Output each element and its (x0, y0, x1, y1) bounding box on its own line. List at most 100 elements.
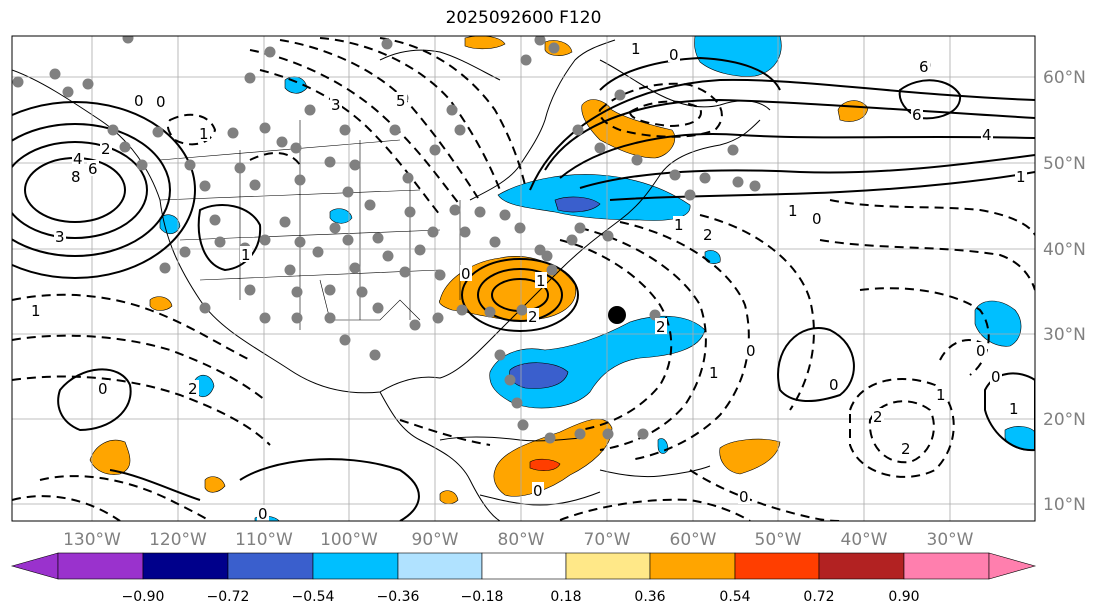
contour-label: 0 (532, 482, 544, 500)
contour-label: 0 (668, 46, 680, 64)
shade-orange-pacific (89, 439, 131, 475)
contour-label: 6 (87, 160, 99, 178)
contour-label: 1 (1015, 168, 1027, 186)
svg-text:0: 0 (991, 368, 1001, 386)
svg-text:6: 6 (912, 106, 922, 124)
dashed-contours (12, 37, 1035, 521)
contour-label: 1 (240, 246, 252, 264)
colorbar-segment (142, 552, 229, 580)
svg-text:0: 0 (461, 265, 471, 283)
contour-label: 2 (702, 226, 714, 244)
contour-label: 2 (900, 440, 912, 458)
colorbar (10, 552, 1037, 580)
svg-text:0: 0 (669, 46, 679, 64)
contour-label: 4 (981, 126, 993, 144)
contour-label: 1 (708, 364, 720, 382)
shade-blue-east-atlantic (974, 300, 1022, 347)
svg-text:6: 6 (919, 58, 929, 76)
station-dots (12, 36, 931, 444)
colorbar-segment (312, 552, 399, 580)
shade-orange-small-2 (204, 476, 226, 493)
svg-text:1: 1 (709, 364, 719, 382)
longitude-label: 50°W (755, 530, 802, 550)
shade-blue-small-1 (159, 214, 181, 235)
shade-orange-small-1 (149, 296, 173, 311)
contour-labels: 0 0 2 4 8 6 3 1 1 0 1 2 6 6 4 0 5 3 1 1 … (30, 40, 1027, 523)
svg-text:0: 0 (976, 342, 986, 360)
contour-label: 1 (787, 202, 799, 220)
svg-text:6: 6 (88, 160, 98, 178)
latitude-label: 50°N (1043, 154, 1086, 174)
colorbar-segment (397, 552, 483, 580)
colorbar-segment (565, 552, 651, 580)
svg-text:1: 1 (31, 302, 41, 320)
colorbar-segment (481, 552, 567, 580)
contour-label: 0 (133, 92, 145, 110)
contour-label: 1 (935, 386, 947, 404)
svg-text:4: 4 (982, 126, 992, 144)
contour-label: 5 (395, 92, 407, 110)
contour-label: 1 (30, 302, 42, 320)
colorbar-tick-label: −0.36 (377, 589, 420, 605)
svg-text:0: 0 (156, 93, 166, 111)
latitude-label: 40°N (1043, 240, 1086, 260)
svg-text:8: 8 (71, 168, 81, 186)
svg-text:0: 0 (134, 92, 144, 110)
svg-text:0: 0 (812, 210, 822, 228)
svg-text:3: 3 (55, 228, 65, 246)
contour-label: 6 (911, 106, 923, 124)
svg-text:1: 1 (788, 202, 798, 220)
latitude-label: 10°N (1043, 495, 1086, 515)
colorbar-tick-label: −0.54 (292, 589, 335, 605)
svg-text:1: 1 (1016, 168, 1026, 186)
colorbar-arrow-low (10, 552, 59, 580)
contour-label: 2 (100, 140, 112, 158)
svg-text:0: 0 (258, 505, 268, 523)
shade-red-caribbean (529, 458, 561, 471)
colorbar-segment (227, 552, 314, 580)
longitude-label: 90°W (412, 530, 459, 550)
svg-text:0: 0 (829, 376, 839, 394)
longitude-label: 110°W (235, 530, 293, 550)
svg-text:2: 2 (901, 440, 911, 458)
shade-orange-atlantic (719, 438, 781, 475)
longitude-label: 120°W (149, 530, 207, 550)
svg-text:2: 2 (101, 140, 111, 158)
colorbar-segment (818, 552, 905, 580)
svg-text:1: 1 (631, 40, 641, 58)
gridlines (12, 36, 1035, 521)
longitude-axis: 130°W 120°W 110°W 100°W 90°W 80°W 70°W 6… (63, 530, 974, 550)
colorbar-segment (649, 552, 736, 580)
contour-label: 2 (872, 408, 884, 426)
svg-text:1: 1 (936, 386, 946, 404)
svg-text:0: 0 (739, 488, 749, 506)
svg-text:4: 4 (73, 150, 83, 168)
latitude-label: 20°N (1043, 410, 1086, 430)
longitude-label: 100°W (320, 530, 378, 550)
colorbar-tick-label: −0.72 (207, 589, 250, 605)
contour-label: 4 (72, 150, 84, 168)
contour-label: 0 (811, 210, 823, 228)
map-title: 2025092600 F120 (445, 8, 602, 28)
colorbar-segment (903, 552, 990, 580)
svg-text:3: 3 (331, 96, 341, 114)
svg-text:1: 1 (536, 272, 546, 290)
contour-label: 1 (630, 40, 642, 58)
contour-label: 1 (673, 216, 685, 234)
svg-text:2: 2 (656, 318, 666, 336)
shade-blue-top-center (694, 36, 782, 77)
location-marker (608, 306, 626, 324)
colorbar-segment (734, 552, 820, 580)
map-frame (11, 35, 1036, 522)
longitude-label: 60°W (670, 530, 717, 550)
colorbar-ticks: −0.90 −0.72 −0.54 −0.36 −0.18 0.18 0.36 … (122, 589, 920, 605)
svg-text:1: 1 (199, 125, 209, 143)
shade-darkblue-northeast (554, 196, 601, 213)
shade-blue-northeast-atlantic (497, 174, 691, 221)
svg-text:2: 2 (873, 408, 883, 426)
svg-text:1: 1 (674, 216, 684, 234)
contour-label: 0 (257, 505, 269, 523)
svg-text:2: 2 (703, 226, 713, 244)
colorbar-tick-label: 0.90 (888, 589, 919, 605)
